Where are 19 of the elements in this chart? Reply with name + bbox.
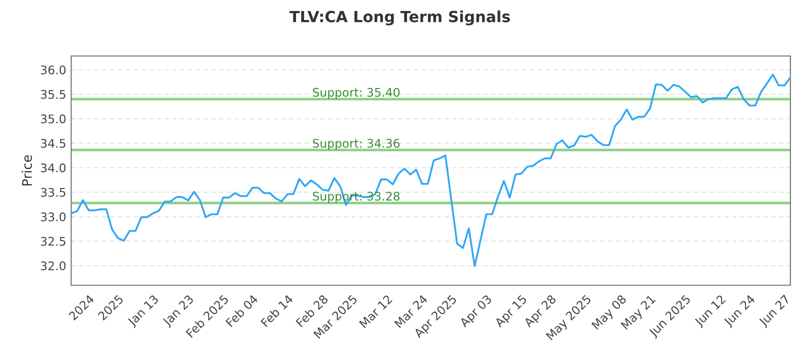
ref-line-label: Support: 34.36 xyxy=(312,138,400,150)
x-tick-label: Jun 27 xyxy=(758,294,792,328)
y-tick-label: 35.5 xyxy=(40,90,66,99)
y-tick-label: 34.0 xyxy=(40,163,66,172)
y-tick-label: 33.5 xyxy=(40,188,66,197)
y-tick-label: 32.0 xyxy=(40,261,66,270)
x-tick-label: Jan 13 xyxy=(126,294,160,328)
y-tick-label: 33.0 xyxy=(40,212,66,222)
y-tick-label: 36.0 xyxy=(40,65,66,74)
y-tick-label: 32.5 xyxy=(40,236,66,246)
chart-title: TLV:CA Long Term Signals xyxy=(289,10,510,26)
line-series xyxy=(71,74,790,268)
y-tick-label: 34.5 xyxy=(40,138,66,148)
x-tick-label: Mar 12 xyxy=(358,294,393,328)
x-tick-label: Apr 03 xyxy=(458,294,494,330)
y-tick-label: 35.0 xyxy=(40,114,66,124)
ref-line-label: Support: 35.40 xyxy=(312,88,400,100)
x-tick-label: Feb 14 xyxy=(260,294,294,328)
y-axis-title: Price xyxy=(22,155,32,186)
